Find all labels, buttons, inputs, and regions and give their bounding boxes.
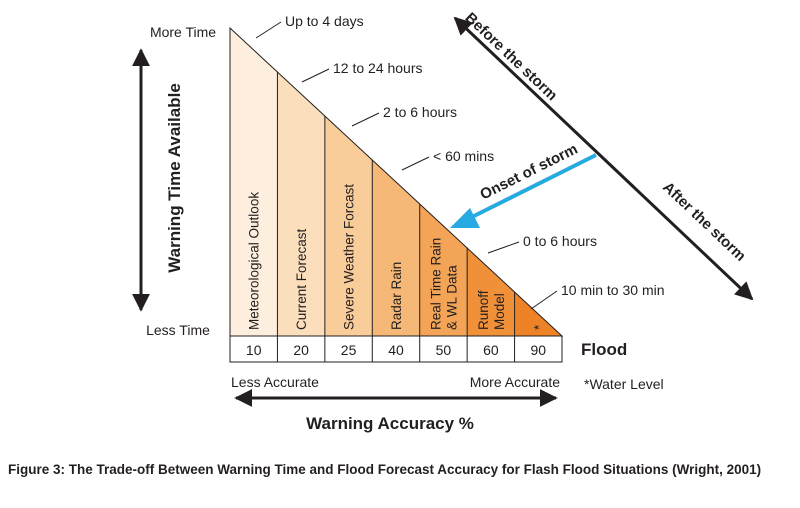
column-fill bbox=[324, 116, 373, 336]
more-accurate-label: More Accurate bbox=[470, 374, 560, 390]
flood-label: Flood bbox=[581, 340, 627, 359]
column-label: * bbox=[531, 324, 546, 330]
onset-arrowhead bbox=[450, 208, 480, 228]
column-fill bbox=[277, 72, 325, 336]
onset-arrow bbox=[467, 153, 597, 221]
column-label: Current Forecast bbox=[294, 228, 309, 330]
accuracy-value: 10 bbox=[246, 342, 262, 358]
time-label-12-to-24-hours: 12 to 24 hours bbox=[333, 60, 423, 76]
warning-time-title: Warning Time Available bbox=[165, 83, 184, 273]
accuracy-value: 90 bbox=[530, 342, 546, 358]
column-label: Radar Rain bbox=[389, 262, 404, 330]
time-leader-line bbox=[351, 112, 380, 127]
accuracy-value: 60 bbox=[483, 342, 499, 358]
time-label-0-to-6-hours: 0 to 6 hours bbox=[523, 233, 597, 249]
column-label: Severe Weather Forcast bbox=[342, 184, 357, 330]
column-fill bbox=[230, 28, 278, 336]
time-leader-line bbox=[487, 241, 520, 254]
time-label-10-to-30-min: 10 min to 30 min bbox=[561, 282, 665, 298]
time-label-under-60-mins: < 60 mins bbox=[433, 148, 494, 164]
time-label-2-to-6-hours: 2 to 6 hours bbox=[383, 104, 457, 120]
column-label: RunoffModel bbox=[476, 290, 507, 330]
time-leader-line bbox=[301, 68, 330, 83]
storm-timeline-arrow bbox=[453, 16, 754, 301]
accuracy-value: 40 bbox=[388, 342, 404, 358]
accuracy-value: 50 bbox=[436, 342, 452, 358]
time-label-up-to-4-days: Up to 4 days bbox=[285, 13, 364, 29]
time-leader-line bbox=[530, 290, 558, 310]
more-time-label: More Time bbox=[150, 24, 216, 40]
water-level-footnote: *Water Level bbox=[584, 376, 664, 392]
time-leader-line bbox=[255, 21, 282, 39]
less-time-label: Less Time bbox=[146, 322, 210, 338]
accuracy-row-box bbox=[229, 335, 563, 363]
column-label: Meteorological Outlook bbox=[247, 192, 262, 330]
column-labels: Meteorological Outlook Current Forecast Se… bbox=[247, 184, 547, 330]
time-leader-line bbox=[401, 156, 430, 171]
before-storm-label: Before the storm bbox=[462, 9, 561, 104]
accuracy-columns bbox=[230, 28, 562, 336]
less-accurate-label: Less Accurate bbox=[231, 374, 319, 390]
column-fill bbox=[372, 160, 420, 336]
accuracy-value: 20 bbox=[293, 342, 309, 358]
accuracy-value: 25 bbox=[341, 342, 357, 358]
figure-caption: Figure 3: The Trade-off Between Warning … bbox=[8, 462, 762, 477]
column-dividers bbox=[276, 72, 516, 336]
accuracy-values: 10 20 25 40 50 60 90 bbox=[246, 336, 546, 362]
warning-accuracy-title: Warning Accuracy % bbox=[306, 414, 474, 433]
